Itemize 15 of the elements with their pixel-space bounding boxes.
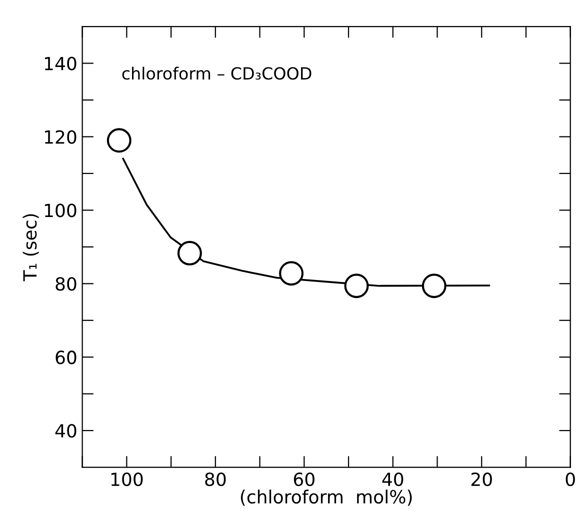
x-axis-title: (chloroform mol%) — [240, 490, 412, 506]
y-tick-label: 60 — [56, 350, 76, 364]
y-tick-label: 40 — [55, 424, 76, 438]
x-tick-label: 0 — [566, 472, 575, 486]
x-tick-label: 20 — [471, 472, 492, 486]
y-tick-label: 120 — [44, 130, 76, 144]
x-tick-label: 80 — [205, 472, 226, 486]
annotation: chloroform – CD₃COOD — [122, 66, 312, 80]
y-tick-label: 140 — [44, 56, 76, 70]
x-tick-label: 100 — [111, 472, 143, 486]
y-axis-title: T₁ (sec) — [22, 214, 39, 282]
x-tick-label: 60 — [294, 472, 314, 486]
y-tick-label: 80 — [56, 277, 76, 291]
y-tick-label: 100 — [44, 204, 76, 218]
x-tick-label: 40 — [382, 472, 404, 486]
